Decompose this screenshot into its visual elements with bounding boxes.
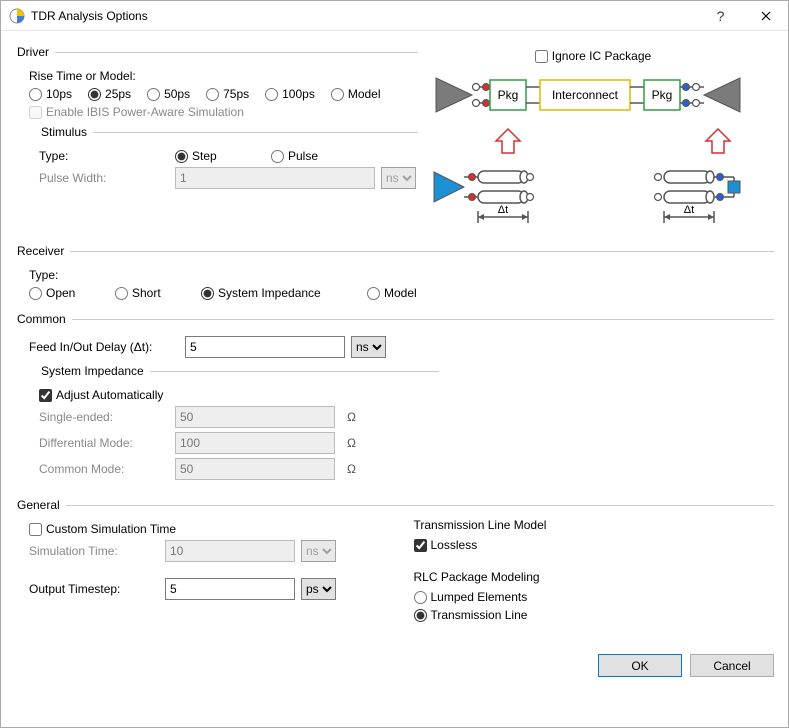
diff-mode-label: Differential Mode: xyxy=(39,436,169,450)
receiver-short[interactable]: Short xyxy=(115,286,185,300)
single-ended-input xyxy=(175,406,335,428)
pulse-width-label: Pulse Width: xyxy=(39,171,169,185)
close-button[interactable] xyxy=(743,1,788,31)
feed-delay-unit[interactable]: ns xyxy=(351,336,386,358)
stimulus-group: Stimulus Type: Step Pulse Pulse Width: n… xyxy=(39,125,418,193)
ohm-unit: Ω xyxy=(347,462,356,476)
stimulus-legend: Stimulus xyxy=(39,125,93,139)
receiver-open[interactable]: Open xyxy=(29,286,99,300)
pulse-width-unit: ns xyxy=(381,167,416,189)
general-group: General Custom Simulation Time Simulatio… xyxy=(15,498,774,626)
ohm-unit: Ω xyxy=(347,410,356,424)
rise-75ps[interactable]: 75ps xyxy=(206,87,249,101)
custom-sim-time-checkbox[interactable]: Custom Simulation Time xyxy=(29,522,176,536)
tline-model-legend: Transmission Line Model xyxy=(414,518,775,532)
common-mode-input xyxy=(175,458,335,480)
svg-text:Pkg: Pkg xyxy=(652,88,673,102)
common-mode-label: Common Mode: xyxy=(39,462,169,476)
sim-time-label: Simulation Time: xyxy=(29,544,159,558)
system-impedance-group: System Impedance Adjust Automatically Si… xyxy=(39,364,439,484)
diff-mode-input xyxy=(175,432,335,454)
common-group: Common Feed In/Out Delay (Δt): ns System… xyxy=(15,312,774,490)
diagram-svg: Pkg Interconnect Pkg Δt Δt xyxy=(428,67,768,237)
rise-100ps[interactable]: 100ps xyxy=(265,87,315,101)
rlc-legend: RLC Package Modeling xyxy=(414,570,775,584)
signal-path-diagram: Ignore IC Package Pkg Interconnect Pkg Δt Δt xyxy=(418,41,774,240)
svg-text:Δt: Δt xyxy=(684,204,694,216)
app-icon xyxy=(9,8,25,24)
sim-time-unit: ns xyxy=(301,540,336,562)
common-legend: Common xyxy=(15,312,72,326)
receiver-group: Receiver Type: Open Short System Impedan… xyxy=(15,244,774,304)
receiver-model[interactable]: Model xyxy=(367,286,417,300)
rise-model[interactable]: Model xyxy=(331,87,381,101)
rise-10ps[interactable]: 10ps xyxy=(29,87,72,101)
sim-time-input xyxy=(165,540,295,562)
receiver-type-label: Type: xyxy=(29,268,774,282)
stimulus-type-label: Type: xyxy=(39,149,169,163)
ok-button[interactable]: OK xyxy=(598,654,682,677)
receiver-system-impedance[interactable]: System Impedance xyxy=(201,286,351,300)
help-button[interactable]: ? xyxy=(698,1,743,31)
ibis-checkbox: Enable IBIS Power-Aware Simulation xyxy=(29,105,244,119)
titlebar: TDR Analysis Options ? xyxy=(1,1,788,31)
ohm-unit: Ω xyxy=(347,436,356,450)
stimulus-pulse[interactable]: Pulse xyxy=(271,149,318,163)
output-timestep-input[interactable] xyxy=(165,578,295,600)
feed-delay-input[interactable] xyxy=(185,336,345,358)
single-ended-label: Single-ended: xyxy=(39,410,169,424)
close-icon xyxy=(761,11,771,21)
ignore-ic-package-checkbox[interactable]: Ignore IC Package xyxy=(535,49,651,63)
driver-group: Driver Rise Time or Model: 10ps 25ps 50p… xyxy=(15,45,418,199)
adjust-auto-checkbox[interactable]: Adjust Automatically xyxy=(39,388,163,402)
rlc-lumped[interactable]: Lumped Elements xyxy=(414,590,528,604)
cancel-button[interactable]: Cancel xyxy=(690,654,774,677)
stimulus-step[interactable]: Step xyxy=(175,149,255,163)
feed-delay-label: Feed In/Out Delay (Δt): xyxy=(29,340,179,354)
svg-text:Interconnect: Interconnect xyxy=(552,88,619,102)
rise-time-label: Rise Time or Model: xyxy=(29,69,418,83)
receiver-legend: Receiver xyxy=(15,244,70,258)
svg-text:Pkg: Pkg xyxy=(498,88,519,102)
output-timestep-unit[interactable]: ps xyxy=(301,578,336,600)
svg-text:Δt: Δt xyxy=(498,204,508,216)
rlc-tline[interactable]: Transmission Line xyxy=(414,608,528,622)
driver-legend: Driver xyxy=(15,45,55,59)
general-legend: General xyxy=(15,498,66,512)
system-impedance-legend: System Impedance xyxy=(39,364,150,378)
rise-25ps[interactable]: 25ps xyxy=(88,87,131,101)
rise-50ps[interactable]: 50ps xyxy=(147,87,190,101)
window-title: TDR Analysis Options xyxy=(31,9,698,23)
pulse-width-input xyxy=(175,167,375,189)
lossless-checkbox[interactable]: Lossless xyxy=(414,538,478,552)
output-timestep-label: Output Timestep: xyxy=(29,582,159,596)
